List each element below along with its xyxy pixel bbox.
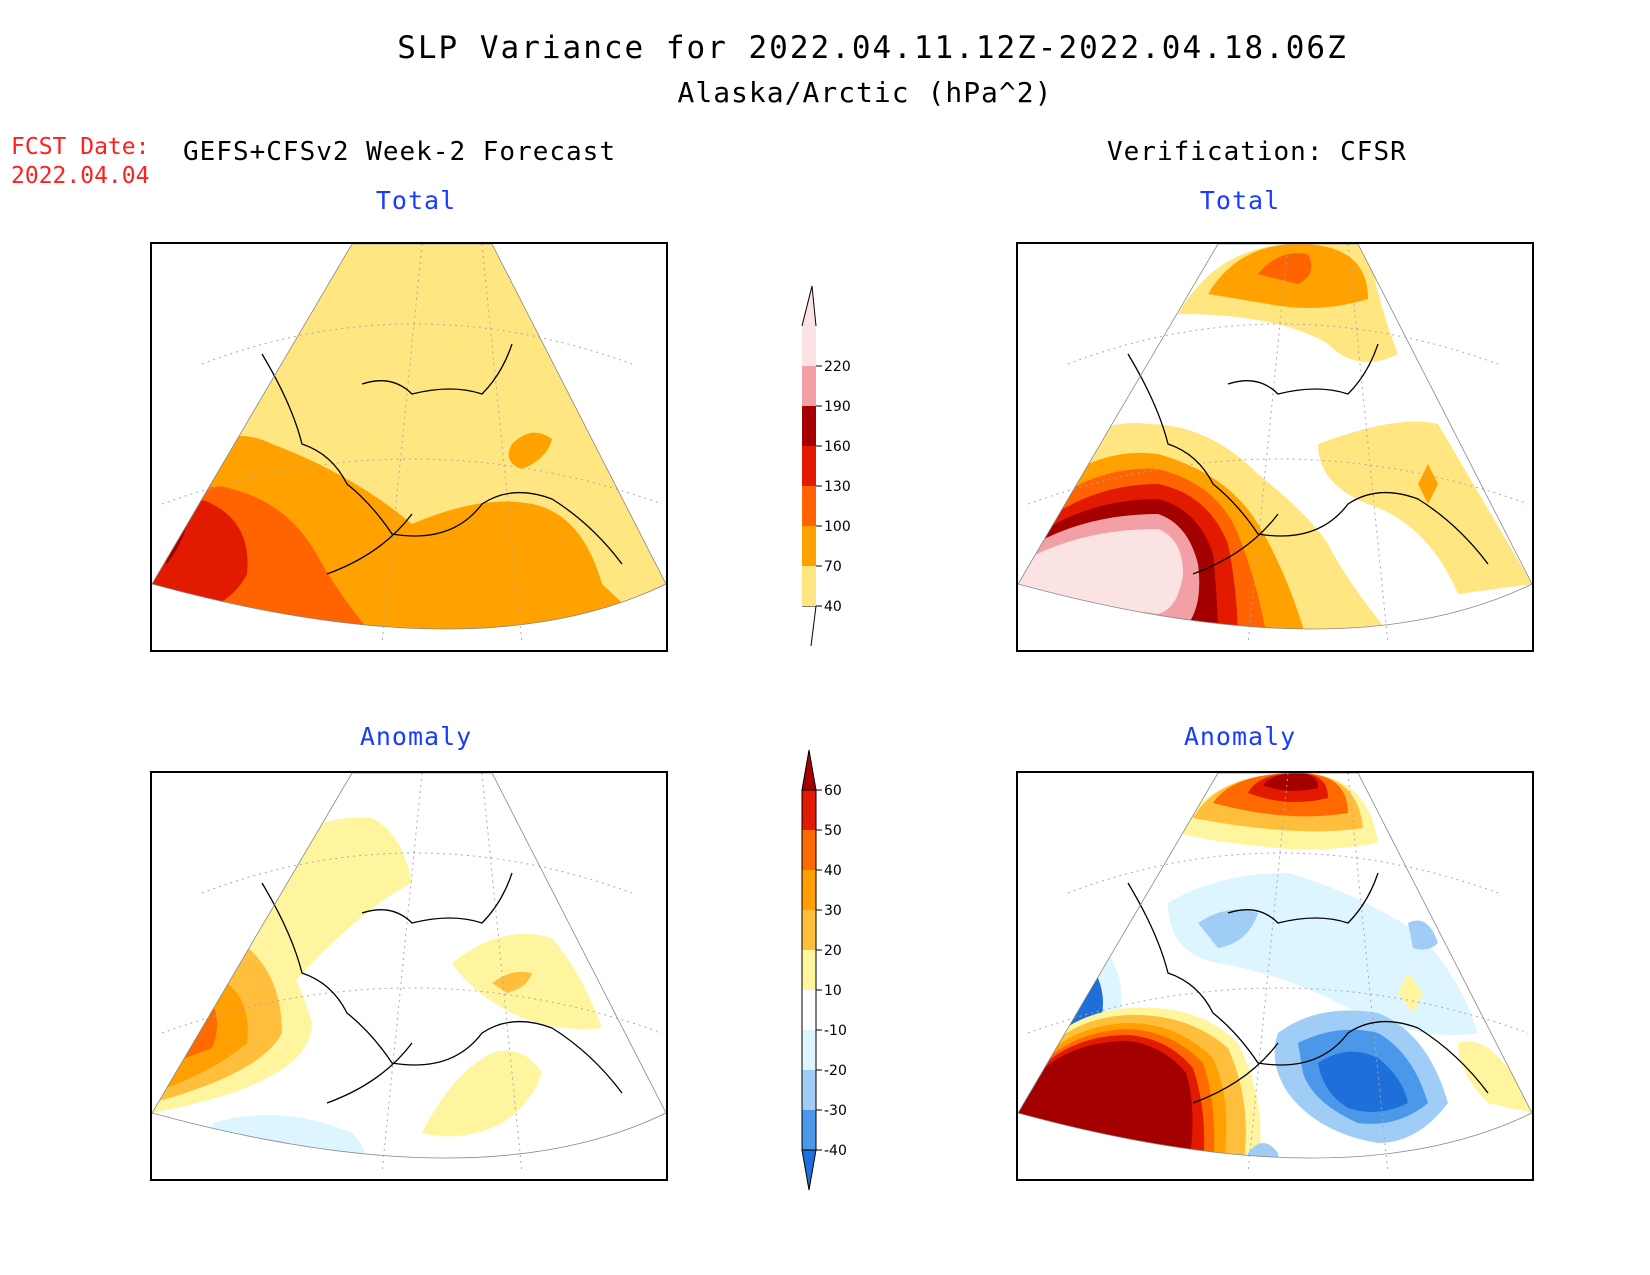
- anomaly-scale-band: [802, 1110, 816, 1150]
- anomaly-scale-tick-label: 30: [824, 903, 842, 919]
- contour-70-100-east-cell: [1418, 464, 1438, 504]
- forecast-total-label: Total: [375, 186, 457, 215]
- coastline: [261, 343, 623, 575]
- forecast-total-map: [150, 242, 668, 652]
- contour-below-neg40-east: [1318, 1051, 1408, 1112]
- contour-above-220: [1018, 529, 1183, 614]
- graticule: [161, 244, 663, 645]
- anomaly-scale-band: [802, 910, 816, 950]
- graticule: [1027, 773, 1529, 1174]
- anomaly-scale-band: [802, 950, 816, 990]
- contour-100-130-north: [1258, 253, 1312, 284]
- contour-10-20-se-cell: [1398, 973, 1423, 1013]
- anomaly-scale-band: [802, 1070, 816, 1110]
- total-scale-band: [802, 446, 816, 486]
- verification-anomaly-label: Anomaly: [1183, 722, 1297, 751]
- verification-total-label: Total: [1199, 186, 1281, 215]
- coastline: [1127, 343, 1489, 575]
- anomaly-scale-tick-label: -10: [824, 1023, 847, 1039]
- anomaly-scale-tick-label: -20: [824, 1063, 847, 1079]
- anomaly-scale-tick-label: 60: [824, 783, 842, 799]
- contour-neg10-neg20-south-cell: [1248, 1143, 1278, 1158]
- anomaly-scale-tick-label: 40: [824, 863, 842, 879]
- coastline: [1127, 872, 1489, 1104]
- total-scale-band: [802, 406, 816, 446]
- total-scale-band: [802, 486, 816, 526]
- contour-40-70-east: [1318, 421, 1532, 594]
- anomaly-scale-band: [802, 1030, 816, 1070]
- graticule: [1027, 244, 1529, 645]
- anomaly-scale-tick-label: -40: [824, 1143, 847, 1159]
- anomaly-scale-upper-tail: [801, 749, 817, 791]
- total-scale-band: [802, 326, 816, 366]
- total-scale-tick-label: 70: [824, 559, 842, 575]
- forecast-anomaly-map: [150, 771, 668, 1181]
- verification-column-heading: Verification: CFSR: [1107, 137, 1407, 167]
- anomaly-scale-lower-tail: [801, 1149, 817, 1191]
- forecast-column-heading: GEFS+CFSv2 Week-2 Forecast: [183, 137, 616, 167]
- total-scale-upper-tail: [801, 285, 817, 327]
- graticule: [161, 773, 663, 1174]
- anomaly-scale-band: [802, 870, 816, 910]
- anomaly-scale-tick-label: -30: [824, 1103, 847, 1119]
- forecast-anomaly-label: Anomaly: [359, 722, 473, 751]
- total-scale-tick-label: 40: [824, 599, 842, 615]
- map-title: SLP Variance for 2022.04.11.12Z-2022.04.…: [397, 30, 1348, 66]
- total-scale-band: [802, 366, 816, 406]
- verification-anomaly-map: [1016, 771, 1534, 1181]
- total-scale-lower-tail: [802, 605, 817, 647]
- total-scale-tick-label: 220: [824, 359, 851, 375]
- total-scale-band: [802, 566, 816, 606]
- contour-70-100-cell: [508, 432, 552, 469]
- coastline: [261, 872, 623, 1104]
- anomaly-scale-tick-label: 20: [824, 943, 842, 959]
- total-scale-tick-label: 130: [824, 479, 851, 495]
- total-scale-tick-label: 100: [824, 519, 851, 535]
- contour-above-60-north: [1263, 773, 1318, 791]
- total-scale-tick-label: 160: [824, 439, 851, 455]
- map-subtitle: Alaska/Arctic (hPa^2): [677, 76, 1053, 109]
- anomaly-colorbar: -40 -30 -20 -10 10 20 30 40 50 60: [801, 749, 847, 1191]
- anomaly-scale-band: [802, 830, 816, 870]
- contour-neg20-neg30-northeast: [1408, 920, 1438, 950]
- contour-10-20-southeast: [1458, 1041, 1532, 1113]
- anomaly-scale-tick-label: 10: [824, 983, 842, 999]
- anomaly-scale-band: [802, 990, 816, 1030]
- anomaly-scale-band: [802, 790, 816, 830]
- forecast-date-value: 2022.04.04: [11, 163, 150, 189]
- total-scale-band: [802, 526, 816, 566]
- contour-neg20-neg30-arctic: [1198, 909, 1258, 948]
- forecast-date-label: FCST Date:: [11, 134, 150, 160]
- total-scale-tick-label: 190: [824, 399, 851, 415]
- anomaly-scale-tick-label: 50: [824, 823, 842, 839]
- total-colorbar: 40 70 100 130 160 190 220: [801, 285, 851, 647]
- verification-total-map: [1016, 242, 1534, 652]
- anomaly-scale-frame: [801, 789, 817, 1151]
